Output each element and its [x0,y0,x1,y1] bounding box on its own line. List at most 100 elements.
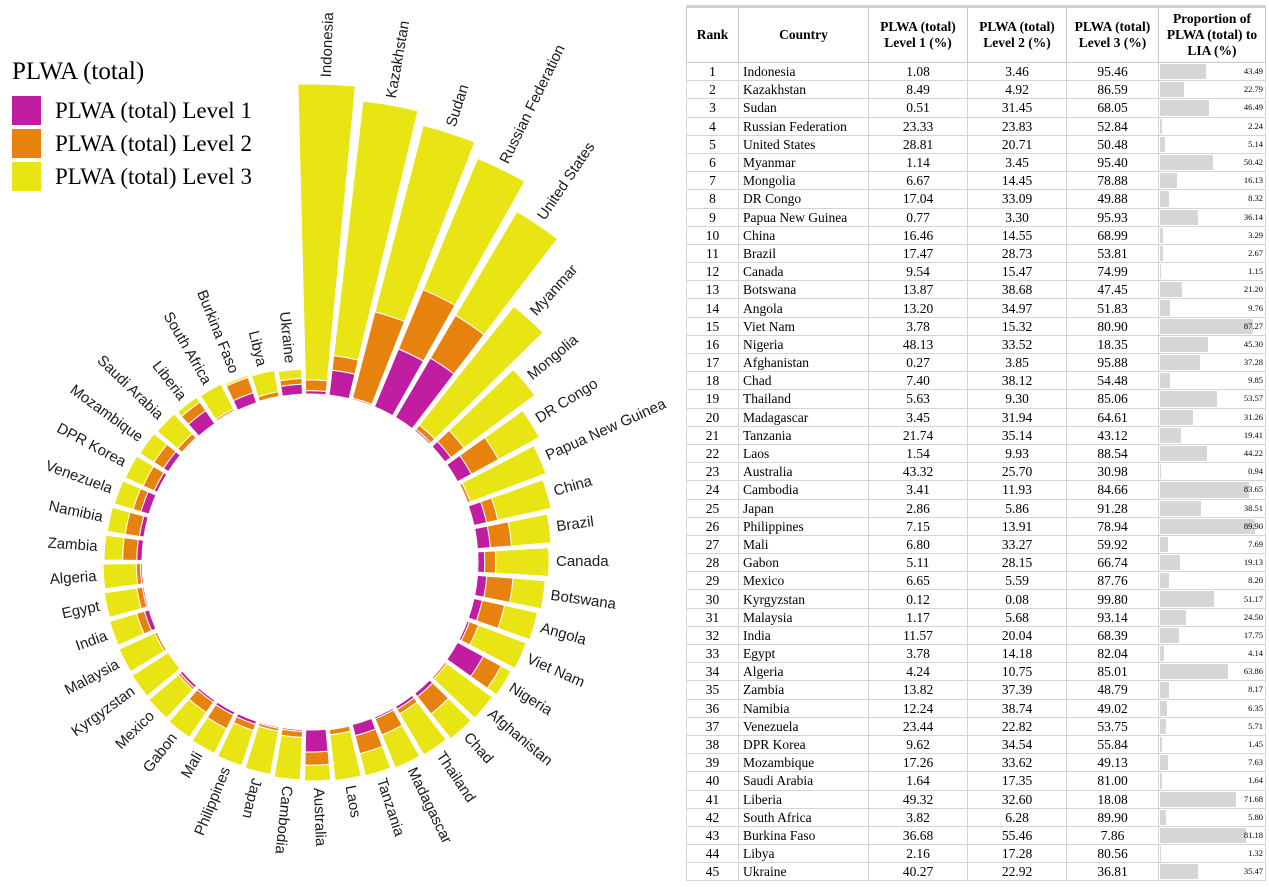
cell-rank: 19 [686,389,739,409]
bar-segment-level2-australia [304,750,330,766]
bar-segment-level3-saudi-arabia [156,413,193,450]
cell-rank: 44 [686,844,739,864]
table-row-24: 24 Cambodia 3.41 11.93 84.66 83.65 [686,480,1266,500]
proportion-data-bar [1160,846,1162,862]
proportion-data-bar [1160,773,1162,789]
table-row-42: 42 South Africa 3.82 6.28 89.90 5.80 [686,807,1266,827]
table-row-19: 19 Thailand 5.63 9.30 85.06 53.57 [686,389,1266,409]
cell-level1: 48.13 [868,334,968,355]
cell-country: Libya [738,844,869,864]
cell-level2: 20.71 [967,134,1067,154]
country-label-russian-federation: Russian Federation [496,42,568,166]
cell-proportion: 35.47 [1158,862,1266,882]
table-row-16: 16 Nigeria 48.13 33.52 18.35 45.30 [686,334,1266,355]
country-label-united-states: United States [534,139,598,223]
cell-proportion: 5.80 [1158,807,1266,827]
cell-rank: 1 [686,61,739,82]
proportion-data-bar [1160,82,1185,98]
cell-proportion: 37.28 [1158,352,1266,373]
country-label-brazil: Brazil [555,513,595,535]
table-row-7: 7 Mongolia 6.67 14.45 78.88 16.13 [686,171,1266,191]
table-row-15: 15 Viet Nam 3.78 15.32 80.90 87.27 [686,316,1266,336]
cell-country: Sudan [738,98,869,118]
bar-segment-level3-laos [329,730,362,782]
cell-proportion: 63.86 [1158,662,1266,682]
cell-proportion: 16.13 [1158,171,1266,191]
bar-segment-level3-nigeria [486,665,512,696]
country-label-viet-nam: Viet Nam [524,651,587,692]
table-row-9: 9 Papua New Guinea 0.77 3.30 95.93 36.14 [686,207,1266,227]
cell-country: DPR Korea [738,734,869,755]
cell-country: Ukraine [738,862,869,882]
cell-proportion: 53.57 [1158,389,1266,409]
cell-proportion: 7.69 [1158,534,1266,555]
cell-rank: 13 [686,280,739,300]
bar-segment-level3-south-africa [199,383,235,420]
cell-rank: 42 [686,807,739,827]
bar-segment-level3-canada [494,547,550,577]
table-row-2: 2 Kazakhstan 8.49 4.92 86.59 22.79 [686,80,1266,100]
cell-rank: 20 [686,407,739,427]
cell-level3: 36.81 [1066,862,1159,882]
cell-country: Cambodia [738,480,869,500]
cell-country: Papua New Guinea [738,207,869,227]
cell-level2: 3.30 [967,207,1067,227]
bar-segment-level3-algeria [102,563,139,590]
cell-level1: 43.32 [868,462,968,482]
cell-level3: 88.54 [1066,443,1159,464]
cell-country: Angola [738,298,869,318]
cell-level3: 18.08 [1066,789,1159,809]
cell-level3: 50.48 [1066,134,1159,154]
cell-level2: 33.62 [967,753,1067,773]
cell-level1: 0.77 [868,207,968,227]
cell-country: Liberia [738,789,869,809]
table-row-3: 3 Sudan 0.51 31.45 68.05 46.49 [686,98,1266,118]
cell-level2: 0.08 [967,589,1067,609]
legend-swatch-level3 [12,162,41,191]
bar-segment-level3-kyrgyzstan [131,651,181,697]
cell-proportion: 0.94 [1158,462,1266,482]
radial-stacked-bar-chart: Indonesia Kazakhstan Sudan Russian Federati… [43,11,669,855]
table-row-22: 22 Laos 1.54 9.93 88.54 44.22 [686,443,1266,464]
proportion-data-bar [1160,191,1169,207]
bar-segment-level2-botswana [483,575,514,604]
bar-segment-level3-afghanistan [433,662,494,719]
proportion-value: 37.28 [1243,357,1263,368]
cell-level2: 4.92 [967,80,1067,100]
cell-country: Egypt [738,643,869,664]
bar-segment-level3-thailand [398,701,447,756]
cell-proportion: 87.27 [1158,316,1266,336]
cell-level2: 14.45 [967,171,1067,191]
cell-country: Botswana [738,280,869,300]
bar-segment-level3-australia [303,763,332,782]
cell-rank: 36 [686,698,739,718]
cell-level3: 53.81 [1066,243,1159,264]
country-label-gabon: Gabon [140,730,181,776]
table-row-45: 45 Ukraine 40.27 22.92 36.81 35.47 [686,862,1266,882]
cell-level1: 40.27 [868,862,968,882]
chart-legend: PLWA (total) PLWA (total) Level 1 PLWA (t… [12,58,252,195]
cell-rank: 28 [686,553,739,573]
country-label-egypt: Egypt [60,598,102,623]
proportion-value: 7.63 [1248,757,1263,768]
cell-level3: 87.76 [1066,571,1159,591]
table-header-col5: PLWA (total) Level 3 (%) [1066,6,1159,63]
proportion-data-bar [1160,173,1178,189]
cell-level1: 7.40 [868,371,968,391]
cell-country: DR Congo [738,189,869,209]
cell-level2: 13.91 [967,516,1067,536]
cell-proportion: 36.14 [1158,207,1266,227]
proportion-data-bar [1160,646,1165,662]
legend-item-level2: PLWA (total) Level 2 [12,129,252,158]
cell-rank: 22 [686,443,739,464]
proportion-data-bar [1160,809,1167,825]
cell-level3: 99.80 [1066,589,1159,609]
cell-rank: 41 [686,789,739,809]
cell-rank: 6 [686,152,739,173]
bar-segment-level3-japan [244,725,280,775]
proportion-value: 16.13 [1243,175,1263,186]
table-header-col2: Country [738,6,869,63]
cell-country: Mongolia [738,171,869,191]
country-label-libya: Libya [245,329,270,369]
proportion-data-bar [1160,336,1209,352]
